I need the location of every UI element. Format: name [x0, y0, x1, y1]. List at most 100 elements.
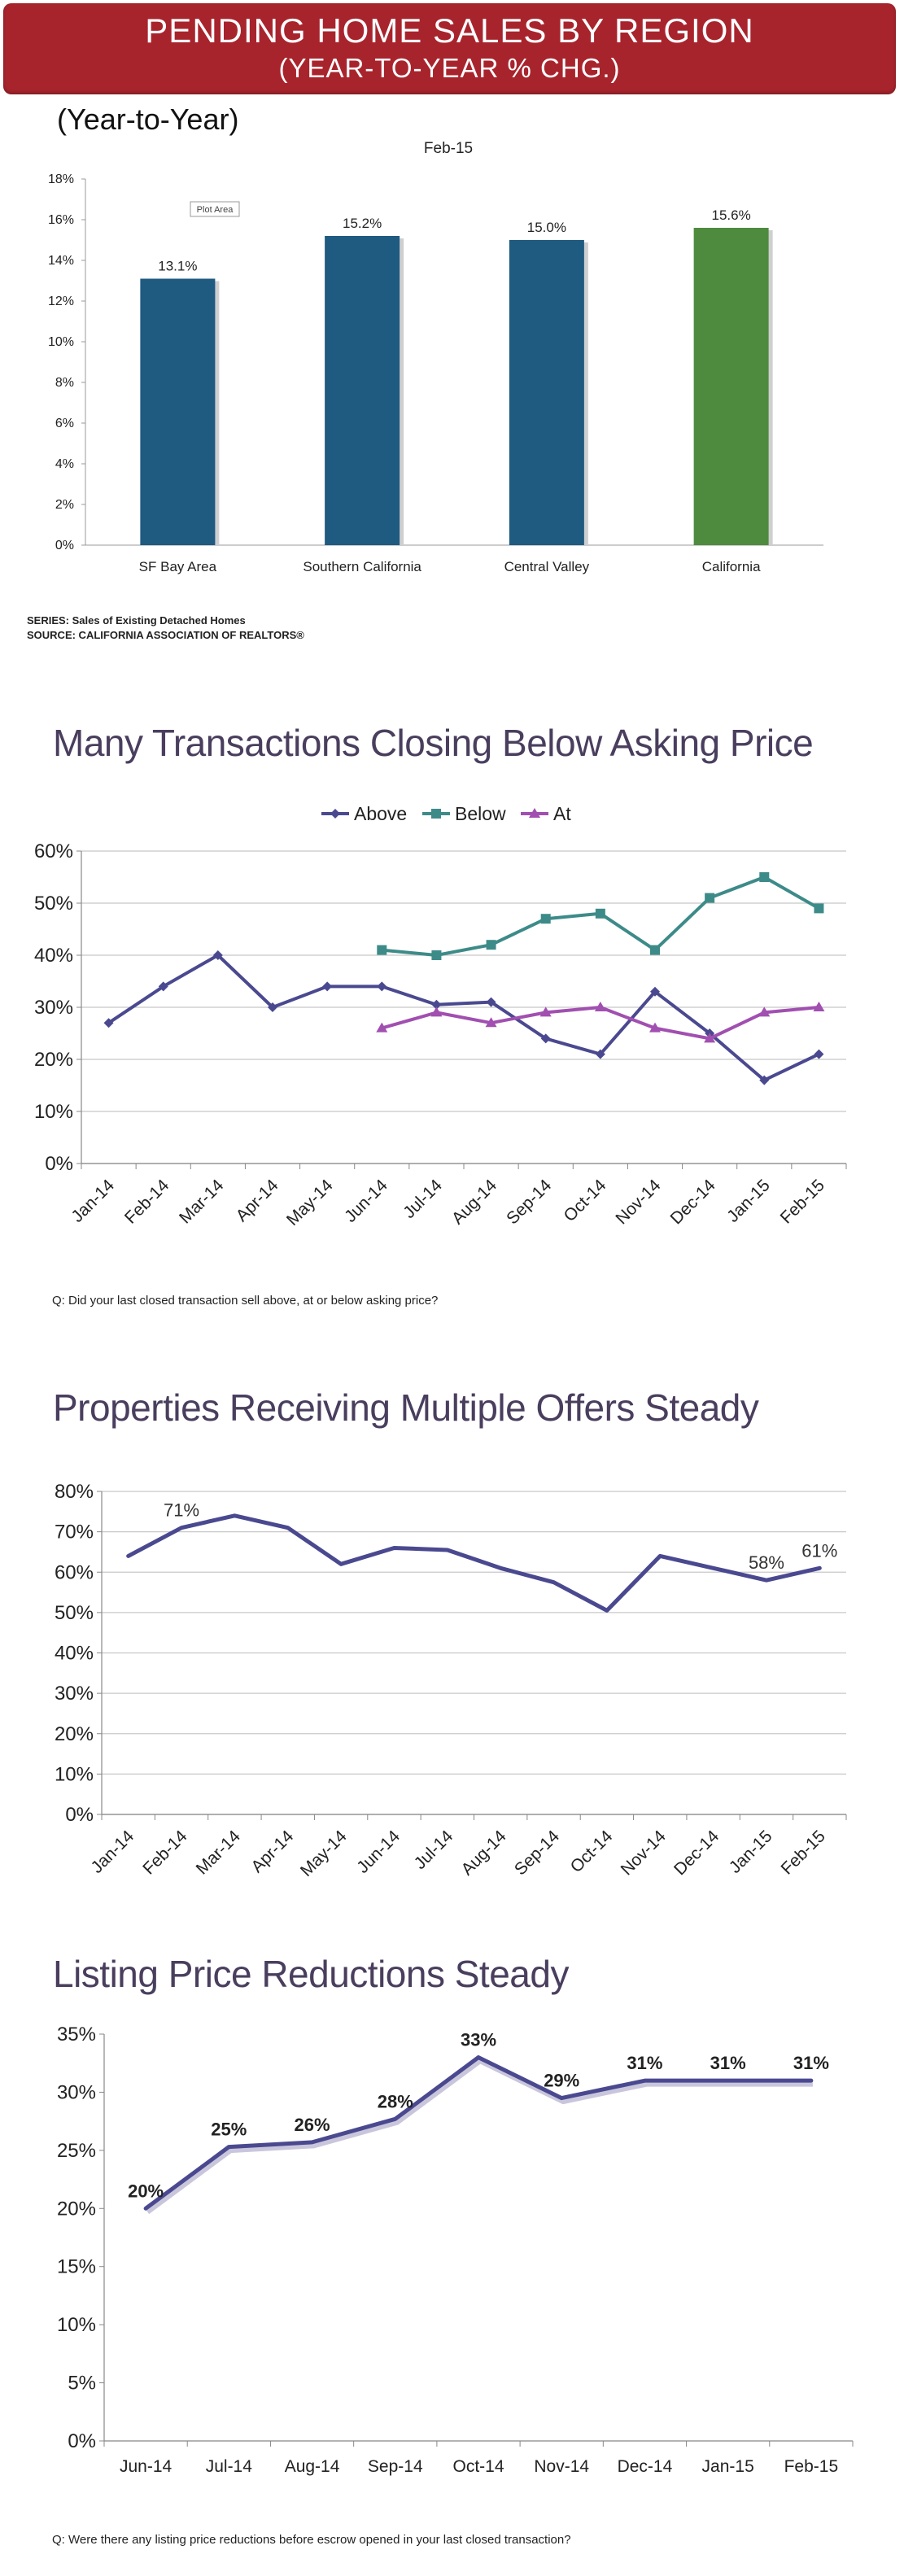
chart1-notes: SERIES: Sales of Existing Detached Homes… — [27, 613, 304, 643]
marker-above — [759, 1075, 770, 1085]
x-tick-label: May-14 — [283, 1176, 337, 1229]
marker-below — [759, 872, 770, 882]
y-tick-label: 70% — [55, 1522, 94, 1543]
header-subtitle: (YEAR-TO-YEAR % CHG.) — [278, 53, 621, 83]
marker-at — [813, 1002, 825, 1011]
x-tick-label: Mar-14 — [193, 1827, 245, 1879]
x-tick-label: Sep-14 — [511, 1827, 563, 1879]
x-tick-label: Nov-14 — [618, 1827, 670, 1879]
y-tick-label: 16% — [48, 213, 74, 227]
y-tick-label: 30% — [34, 997, 73, 1019]
x-tick-label: Nov-14 — [534, 2457, 589, 2476]
data-label: 31% — [710, 2053, 746, 2073]
marker-at — [704, 1033, 716, 1043]
x-tick-label: Jan-15 — [702, 2457, 754, 2476]
y-tick-label: 30% — [57, 2081, 96, 2103]
y-tick-label: 20% — [57, 2198, 96, 2220]
marker-above — [431, 999, 442, 1010]
y-tick-label: 15% — [57, 2256, 96, 2278]
x-tick-label: Oct-14 — [452, 2457, 504, 2476]
plot-area-tag-label: Plot Area — [197, 205, 234, 215]
header-banner: PENDING HOME SALES BY REGION (YEAR-TO-YE… — [3, 3, 896, 94]
series-line — [380, 1006, 821, 1041]
marker-above — [268, 1002, 277, 1012]
y-tick-label: 10% — [48, 335, 74, 349]
marker-above — [158, 981, 168, 992]
x-tick-label: Dec-14 — [667, 1176, 719, 1228]
y-tick-label: 0% — [55, 539, 74, 552]
data-label: 26% — [295, 2115, 330, 2135]
bar — [509, 240, 584, 545]
chart-title: Feb-15 — [424, 140, 473, 157]
x-tick-label: Aug-14 — [285, 2457, 340, 2476]
data-label: 15.0% — [527, 220, 566, 235]
y-tick-label: 60% — [55, 1561, 94, 1583]
plot-area-tag-box — [190, 201, 240, 217]
line-chart-price-reductions: 0% 5% 10% 15% 20% 25% 30% 35% Jun-14 Jul-14 Aug-14… — [57, 2024, 854, 2476]
y-tick-label: 0% — [65, 1804, 94, 1826]
marker-below — [650, 945, 660, 955]
x-tick-label: Jun-14 — [120, 2457, 173, 2476]
x-tick-label: Oct-14 — [567, 1827, 617, 1876]
x-tick-label: Jul-14 — [411, 1827, 457, 1873]
point-label: 58% — [749, 1552, 784, 1573]
marker-below — [486, 940, 496, 950]
y-tick-label: 0% — [45, 1153, 73, 1175]
header-title: PENDING HOME SALES BY REGION — [145, 11, 754, 50]
y-tick-label: 4% — [55, 457, 74, 471]
marker-above — [377, 981, 387, 992]
line-chart-asking-price: 0% 10% 20% 30% 40% 50% 60% Jan-14 Feb-14 Mar-14 Ap… — [34, 803, 847, 1229]
series-line — [143, 2055, 814, 2211]
marker-below — [431, 950, 442, 960]
marker-above — [322, 981, 333, 992]
x-tick-label: SF Bay Area — [139, 559, 217, 574]
y-tick-label: 0% — [68, 2430, 96, 2452]
y-tick-label: 40% — [34, 945, 73, 967]
data-label: 31% — [793, 2053, 829, 2073]
plot-area-tag: Plot Area — [190, 201, 240, 217]
y-tick-label: 50% — [55, 1602, 94, 1624]
marker-above — [650, 986, 660, 997]
marker-below — [595, 908, 605, 919]
marker-below — [705, 893, 715, 903]
y-tick-label: 10% — [55, 1763, 94, 1785]
marker-below — [540, 914, 551, 924]
x-tick-label: Jan-14 — [68, 1176, 118, 1226]
x-tick-label: Oct-14 — [561, 1176, 610, 1225]
x-tick-label: California — [702, 559, 761, 574]
x-tick-label: Aug-14 — [448, 1176, 500, 1228]
data-label: 25% — [211, 2120, 247, 2140]
y-tick-label: 6% — [55, 417, 74, 430]
x-tick-label: Sep-14 — [368, 2457, 423, 2476]
x-tick-label: Feb-15 — [777, 1176, 828, 1227]
data-label: 29% — [544, 2071, 579, 2091]
y-tick-label: 20% — [34, 1049, 73, 1071]
series-shadow — [146, 2058, 813, 2215]
y-tick-label: 10% — [34, 1101, 73, 1123]
x-tick-label: Apr-14 — [233, 1176, 282, 1225]
y-tick-label: 10% — [57, 2314, 96, 2336]
marker-below — [814, 903, 824, 914]
x-tick-label: Jan-15 — [726, 1827, 776, 1877]
legend: Above Below At — [321, 803, 571, 824]
y-tick-label: 30% — [55, 1683, 94, 1705]
data-label: 28% — [378, 2091, 413, 2111]
x-tick-label: Feb-15 — [784, 2457, 839, 2476]
legend-marker — [330, 809, 340, 819]
y-tick-label: 2% — [55, 498, 74, 512]
y-tick-label: 20% — [55, 1723, 94, 1745]
chart3-title: Properties Receiving Multiple Offers Ste… — [53, 1386, 759, 1429]
marker-at — [485, 1017, 497, 1028]
point-label: 61% — [801, 1540, 837, 1561]
marker-above — [595, 1049, 605, 1059]
x-tick-label: Jun-14 — [353, 1827, 404, 1877]
bar — [693, 228, 769, 545]
x-tick-label: Dec-14 — [670, 1827, 723, 1879]
series-line — [126, 1513, 822, 1613]
data-label: 13.1% — [158, 259, 197, 274]
series-note: SERIES: Sales of Existing Detached Homes — [27, 614, 246, 627]
line-chart-multiple-offers: 0%10%20%30%40%50%60%70%80%Jan-14 Feb-14 Ma… — [55, 1481, 847, 1880]
marker-below — [377, 945, 387, 955]
y-tick-label: 25% — [57, 2140, 96, 2162]
x-tick-label: Aug-14 — [458, 1827, 510, 1879]
